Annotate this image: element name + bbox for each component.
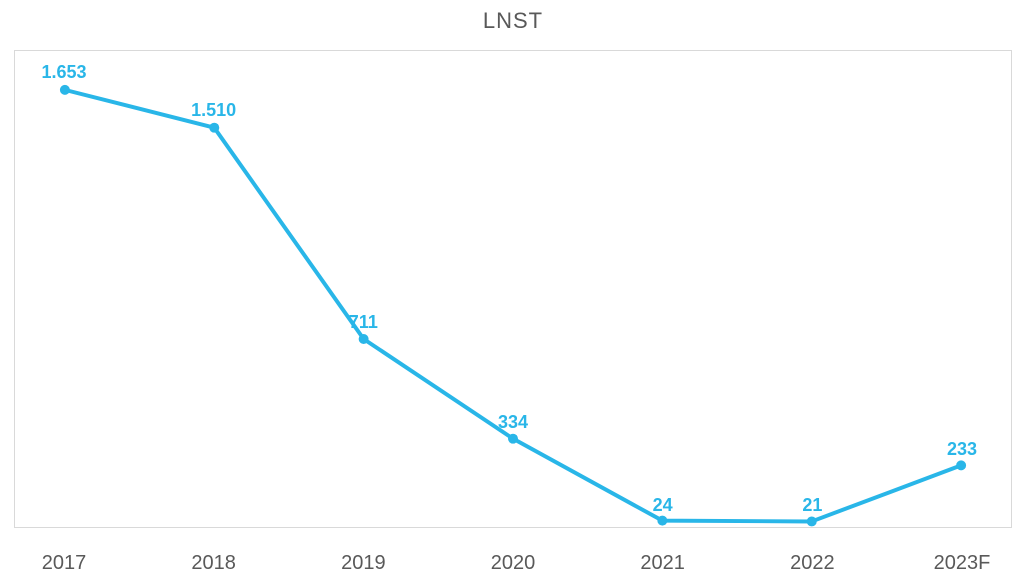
- data-label: 1.510: [191, 100, 236, 121]
- data-label: 24: [653, 495, 673, 516]
- series-marker: [657, 516, 667, 526]
- series-line: [65, 90, 961, 522]
- data-label: 1.653: [41, 62, 86, 83]
- series-marker: [209, 123, 219, 133]
- series-marker: [359, 334, 369, 344]
- data-label: 334: [498, 412, 528, 433]
- chart-title: LNST: [0, 8, 1026, 34]
- x-axis-label: 2020: [491, 552, 536, 575]
- data-label: 21: [802, 495, 822, 516]
- lnst-chart: LNST 1.653 1.510 711 334 24 21 233 2017 2018 2019…: [0, 0, 1026, 578]
- plot-area: [14, 50, 1012, 528]
- series-marker: [956, 460, 966, 470]
- data-label: 711: [349, 312, 378, 333]
- line-svg: [15, 51, 1011, 527]
- x-axis-label: 2021: [640, 552, 685, 575]
- x-axis-label: 2022: [790, 552, 835, 575]
- series-marker: [508, 434, 518, 444]
- x-axis-label: 2018: [191, 552, 236, 575]
- series-marker: [807, 516, 817, 526]
- series-marker: [60, 85, 70, 95]
- data-label: 233: [947, 439, 977, 460]
- x-axis-label: 2017: [42, 552, 87, 575]
- x-axis-label: 2019: [341, 552, 386, 575]
- x-axis-label: 2023F: [934, 552, 991, 575]
